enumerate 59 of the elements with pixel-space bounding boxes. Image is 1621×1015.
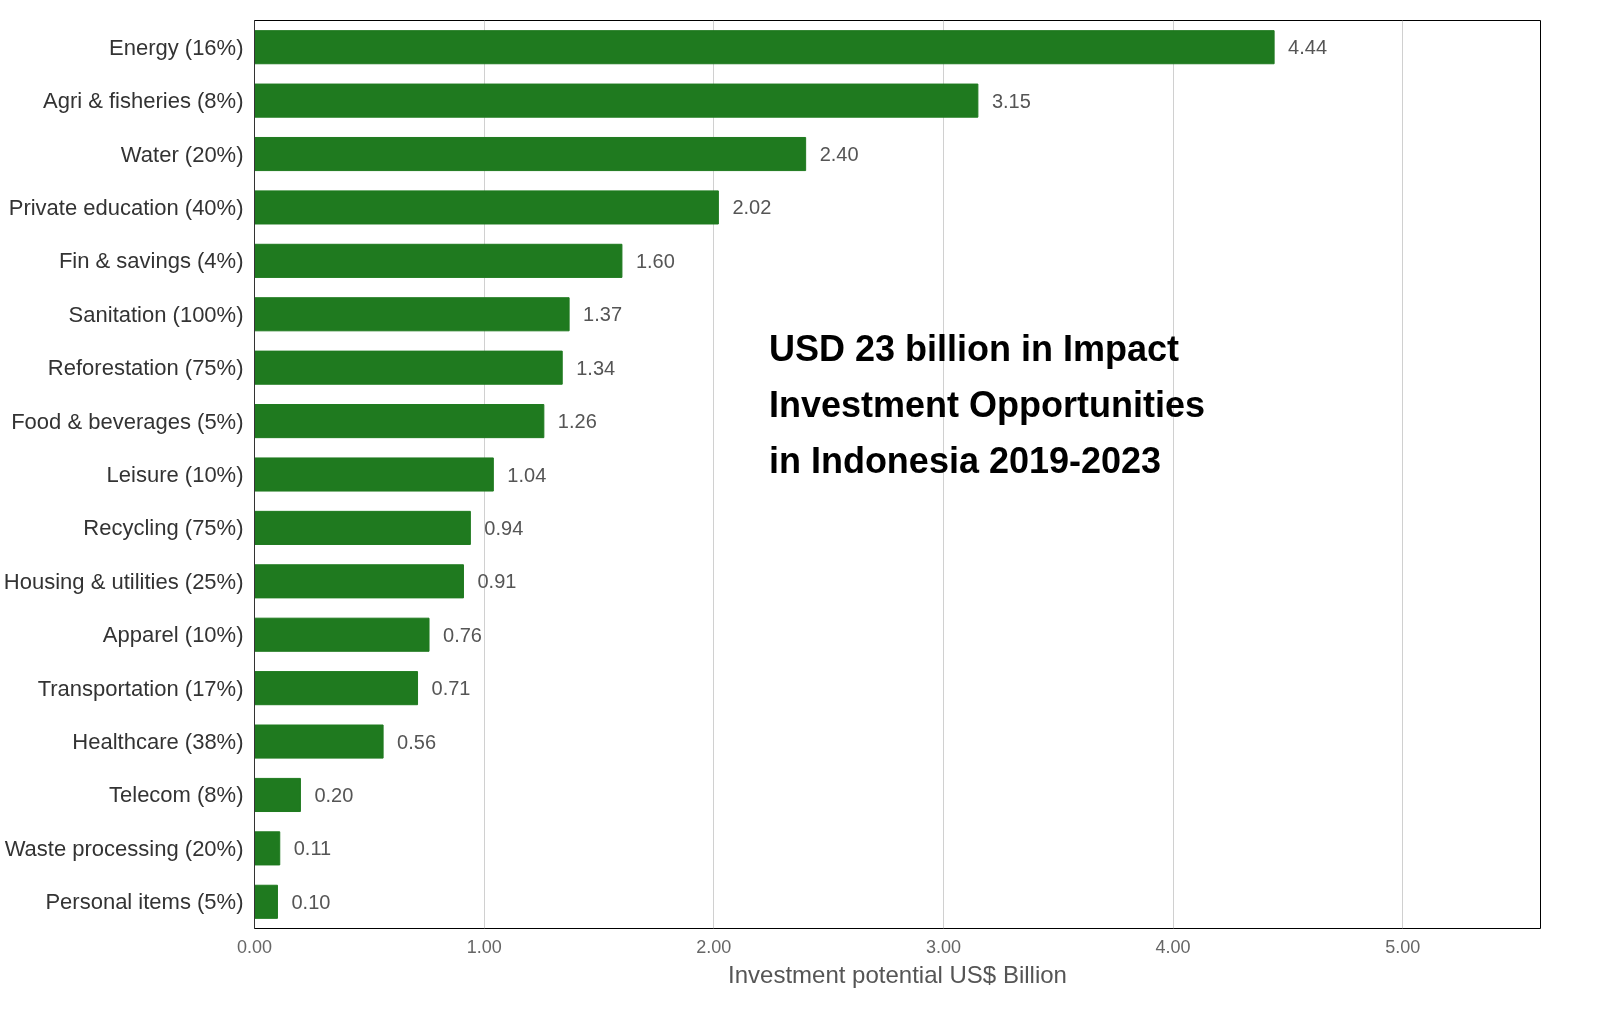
bar	[254, 457, 494, 492]
data-label: 0.94	[484, 516, 524, 539]
annotation: USD 23 billion in Impact Investment Opportunities in Indonesia 2019-2023	[768, 327, 1205, 481]
x-tick-label: 4.00	[1155, 936, 1191, 957]
data-label: 2.02	[732, 196, 772, 219]
y-tick-label: Reforestation (75%)	[47, 355, 244, 381]
y-tick-label: Food & beverages (5%)	[11, 408, 244, 434]
data-label: 0.71	[431, 677, 471, 700]
bar	[254, 564, 464, 599]
data-label: 4.44	[1288, 36, 1328, 59]
bar	[254, 136, 807, 172]
y-tick-label: Apparel (10%)	[102, 622, 244, 648]
y-tick-label: Housing & utilities (25%)	[3, 568, 244, 594]
data-label: 1.37	[583, 303, 623, 326]
bar	[254, 724, 384, 759]
y-tick-label: Fin & savings (4%)	[58, 248, 244, 274]
data-label: 0.11	[293, 837, 332, 860]
x-tick-label: 5.00	[1385, 936, 1421, 957]
x-tick-label: 3.00	[925, 936, 961, 957]
x-tick-label: 0.00	[236, 936, 273, 957]
bar	[254, 404, 545, 439]
data-label: 0.56	[397, 730, 437, 753]
y-tick-label: Recycling (75%)	[83, 515, 244, 541]
y-tick-label: Energy (16%)	[109, 34, 244, 60]
bar	[254, 777, 301, 813]
data-label: 0.91	[477, 570, 517, 593]
bar	[254, 30, 1275, 65]
y-tick-label: Transportation (17%)	[37, 675, 244, 701]
data-label: 0.10	[291, 890, 331, 913]
data-label: 2.40	[819, 143, 859, 166]
y-tick-label: Private education (40%)	[8, 194, 244, 220]
data-label: 1.26	[557, 410, 597, 433]
bar	[254, 190, 719, 225]
data-label: 3.15	[991, 89, 1031, 112]
y-tick-label: Leisure (10%)	[106, 462, 244, 487]
data-label: 0.76	[443, 623, 482, 646]
bar	[254, 617, 430, 652]
bar	[254, 510, 471, 545]
y-tick-label: Sanitation (100%)	[68, 301, 244, 327]
x-tick-label: 1.00	[466, 936, 502, 957]
y-tick-label: Waste processing (20%)	[4, 835, 244, 861]
bar	[254, 243, 623, 278]
y-tick-label: Telecom (8%)	[109, 782, 244, 808]
data-label: 0.20	[314, 783, 354, 806]
bar	[254, 83, 979, 118]
y-tick-label: Agri & fisheries (8%)	[43, 88, 244, 114]
data-label: 1.34	[576, 356, 616, 379]
bar	[254, 671, 419, 706]
x-axis-title: Investment potential US$ Billion	[728, 960, 1067, 988]
data-label: 1.04	[507, 463, 547, 486]
y-tick-label: Personal items (5%)	[45, 889, 244, 915]
bar	[254, 350, 563, 385]
bar	[254, 884, 278, 919]
bar	[254, 831, 281, 866]
bar	[254, 297, 570, 332]
y-tick-label: Healthcare (38%)	[72, 729, 244, 755]
data-label: 1.60	[635, 249, 675, 272]
x-tick-label: 2.00	[696, 936, 732, 957]
y-tick-label: Water (20%)	[120, 141, 244, 167]
